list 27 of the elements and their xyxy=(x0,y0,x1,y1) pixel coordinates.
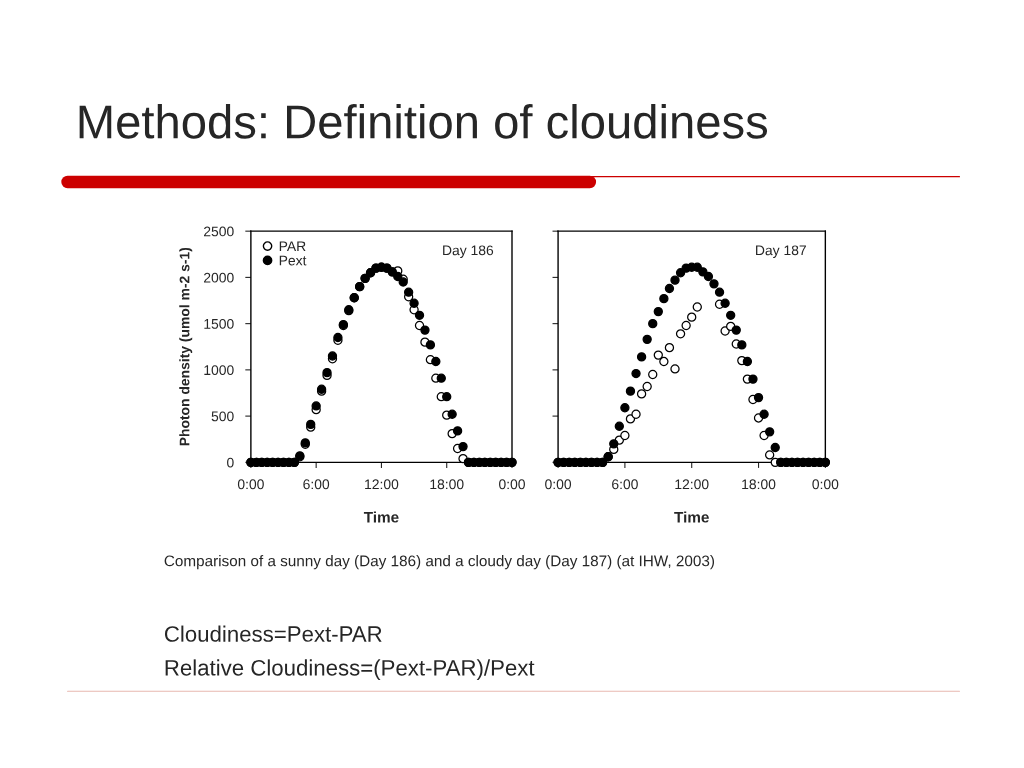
x-tick-label: 6:00 xyxy=(612,479,638,490)
text: Day 187 xyxy=(756,245,806,258)
y-tick-label: 2500 xyxy=(204,226,234,237)
x-tick-label: 0:00 xyxy=(499,479,525,490)
x-axis-title: Time xyxy=(363,511,399,523)
y-tick-label: 500 xyxy=(211,411,234,422)
legend-label: Pext xyxy=(279,255,307,266)
y-axis-title: Photon density (umol m-2 s-1) xyxy=(179,247,193,446)
x-tick-label: 6:00 xyxy=(303,479,330,490)
x-tick-label: 0:00 xyxy=(237,479,264,490)
x-tick-label: 0:00 xyxy=(812,479,839,490)
x-tick-label: 18:00 xyxy=(742,479,776,490)
chart-title: Methods: Definition of cloudiness xyxy=(79,104,768,139)
y-tick-label: 2000 xyxy=(204,272,234,283)
text: Comparison of a sunny day (Day 186) and a cloudy day (Day 187) (at IHW, 2003) xyxy=(164,555,715,570)
x-tick-label: 12:00 xyxy=(675,479,709,490)
y-tick-label: 1500 xyxy=(204,318,234,329)
x-axis-title: Time xyxy=(674,511,709,523)
y-tick-label: 0 xyxy=(227,457,234,468)
x-tick-label: 0:00 xyxy=(545,479,572,490)
text: Relative Cloudiness=(Pext-PAR)/Pext xyxy=(165,659,535,681)
text: Cloudiness=Pext-PAR xyxy=(164,625,382,642)
x-tick-label: 18:00 xyxy=(430,479,464,490)
x-tick-label: 12:00 xyxy=(365,479,399,490)
text: Day 186 xyxy=(443,245,494,258)
y-tick-label: 1000 xyxy=(204,365,234,376)
legend-label: PAR xyxy=(279,241,306,251)
